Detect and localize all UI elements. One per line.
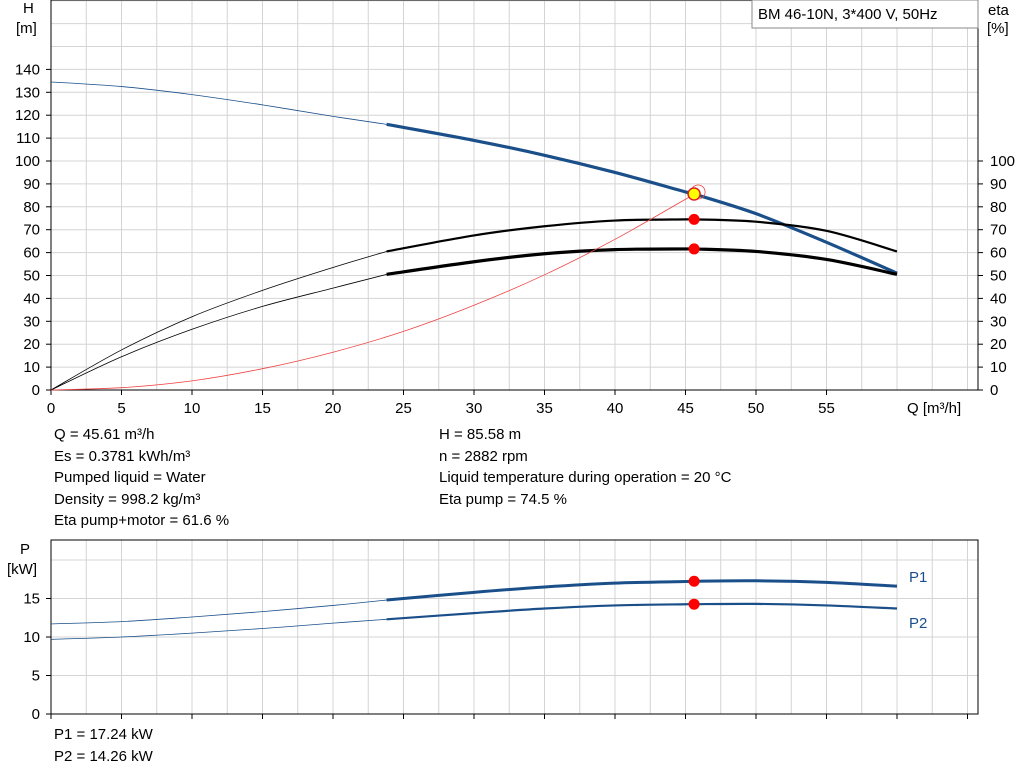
power-plot-frame: [50, 539, 979, 715]
info-temperature: Liquid temperature during operation = 20…: [439, 469, 732, 486]
series-H: [386, 122, 898, 275]
y-tick-label: 120: [15, 107, 40, 124]
x-tick-label: 10: [184, 400, 201, 417]
y2-tick-label: 80: [990, 199, 1007, 216]
main-plot-frame: [50, 0, 979, 391]
y-tick-label: 50: [23, 268, 40, 285]
info-flow: Q = 45.61 m³/h: [54, 426, 155, 443]
series-eta_pump-extrapolated: [50, 251, 387, 391]
info-speed: n = 2882 rpm: [439, 447, 528, 465]
y2-tick-label: 70: [990, 222, 1007, 239]
series-P2: [386, 602, 898, 621]
info-power: P1 = 17.24 kW P2 = 14.26 kW: [54, 724, 153, 767]
y-tick-label: 30: [23, 313, 40, 330]
op-point-p2: [688, 598, 700, 610]
info-head: H = 85.58 m: [439, 426, 522, 443]
y2-tick-label: 90: [990, 176, 1007, 193]
y-tick-label: 130: [15, 84, 40, 101]
series-eta_pump_motor: [386, 247, 898, 276]
y-tick-label: 110: [16, 130, 40, 147]
y-tick-label: 100: [15, 153, 40, 170]
op-point-p1: [688, 575, 700, 587]
y-tick-label: 0: [32, 382, 40, 399]
y-tick-label: 40: [23, 290, 40, 307]
y2-tick-label: 10: [990, 359, 1007, 376]
y2-axis-label-line2: [%]: [987, 20, 1009, 37]
y-axis-label-line2: [m]: [16, 20, 37, 37]
y-tick-label: 0: [32, 706, 40, 723]
x-tick-label: 40: [607, 400, 624, 417]
y-tick-label: 10: [23, 359, 40, 376]
info-left: Q = 45.61 m³/h Es = 0.3781 kWh/m³ Pumped…: [54, 424, 229, 532]
x-tick-label: 35: [536, 400, 553, 417]
series-eta_pump: [386, 218, 898, 253]
y2-tick-label: 50: [990, 268, 1007, 285]
main-grid: [51, 0, 978, 390]
y2-tick-label: 0: [990, 382, 998, 399]
power-y-axis-label-line2: [kW]: [7, 561, 37, 578]
op-point-eta-pump: [688, 213, 700, 225]
series-P1-extrapolated: [50, 599, 387, 625]
x-tick-label: 50: [748, 400, 765, 417]
x-tick-label: 30: [466, 400, 483, 417]
y-tick-label: 60: [23, 245, 40, 262]
operating-points: [687, 184, 706, 610]
x-tick-label: 45: [677, 400, 694, 417]
power-grid: [51, 540, 978, 714]
x-tick-label: 25: [395, 400, 412, 417]
main-series: [50, 81, 898, 391]
legend-p2: P2: [909, 615, 927, 632]
y-tick-label: 80: [23, 199, 40, 216]
power-axes: 0 5 10 15: [23, 591, 968, 723]
series-P2-extrapolated: [50, 618, 387, 640]
info-liquid: Pumped liquid = Water: [54, 469, 206, 486]
power-series: [50, 579, 898, 640]
y-tick-label: 70: [23, 222, 40, 239]
power-y-axis-label-line1: P: [20, 541, 30, 558]
y2-tick-label: 60: [990, 245, 1007, 262]
info-density: Density = 998.2 kg/m³: [54, 490, 201, 508]
op-point-h: [687, 187, 701, 201]
y-axis-label-line1: H: [23, 0, 34, 17]
y-tick-label: 20: [23, 336, 40, 353]
y2-tick-label: 20: [990, 336, 1007, 353]
info-eta-pump-motor: Eta pump+motor = 61.6 %: [54, 512, 230, 529]
y-tick-label: 5: [32, 668, 40, 685]
x-tick-label: 5: [117, 400, 125, 417]
info-right: H = 85.58 m n = 2882 rpm Liquid temperat…: [439, 424, 731, 510]
y-tick-label: 10: [23, 629, 40, 646]
series-system_curve: [50, 193, 695, 391]
y2-tick-label: 30: [990, 313, 1007, 330]
series-P1: [386, 579, 898, 602]
chart-title: BM 46-10N, 3*400 V, 50Hz: [758, 6, 938, 23]
y-tick-label: 15: [23, 591, 40, 608]
x-axis-label: Q [m³/h]: [907, 400, 961, 417]
main-axes: 0 5 10 15 20 25 30 35 40 45 50 55 0 10 20 30 40 50 60 70 80 9…: [15, 61, 1015, 417]
y-tick-label: 90: [23, 176, 40, 193]
y2-tick-label: 40: [990, 290, 1007, 307]
x-tick-label: 0: [47, 400, 55, 417]
x-tick-label: 55: [818, 400, 835, 417]
op-point-eta-pump-motor: [688, 243, 700, 255]
info-eta-pump: Eta pump = 74.5 %: [439, 490, 567, 508]
series-H-extrapolated: [50, 81, 387, 125]
series-eta_pump_motor-extrapolated: [50, 273, 387, 391]
y-tick-label: 140: [15, 61, 40, 78]
info-energy: Es = 0.3781 kWh/m³: [54, 447, 191, 465]
title-box: [751, 0, 979, 29]
info-p2: P2 = 14.26 kW: [54, 747, 153, 765]
y2-axis-label-line1: eta: [988, 2, 1010, 19]
legend-p1: P1: [909, 569, 927, 586]
x-tick-label: 20: [325, 400, 342, 417]
info-p1: P1 = 17.24 kW: [54, 726, 153, 743]
y2-tick-label: 100: [990, 153, 1015, 170]
x-tick-label: 15: [254, 400, 271, 417]
